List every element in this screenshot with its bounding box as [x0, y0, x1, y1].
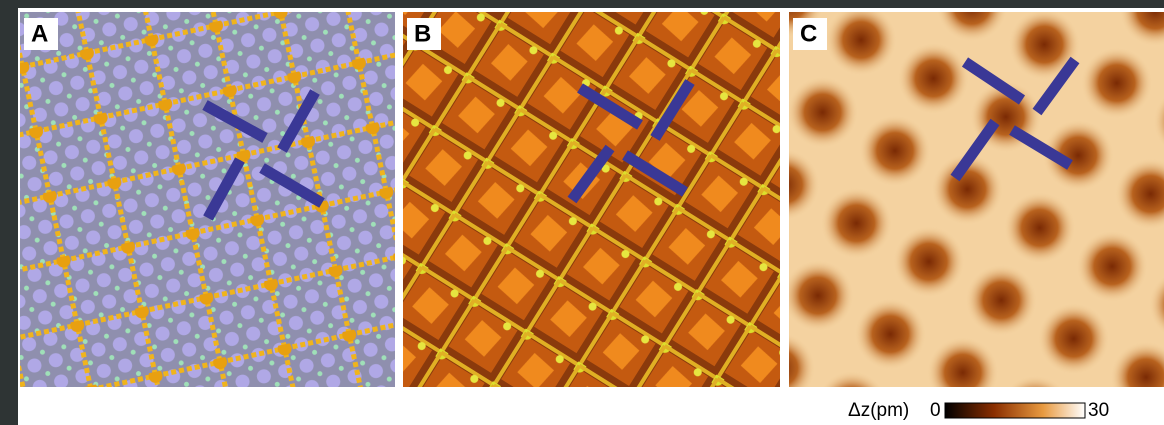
colorbar-label: Δz(pm) [848, 400, 909, 421]
panel-image [403, 12, 780, 387]
panel-label: B [414, 20, 431, 47]
colorbar-max: 30 [1088, 400, 1109, 421]
page: A B C Δz(pm) 0 30 (() => { const data = … [0, 0, 1164, 425]
colorbar: Δz(pm) 0 30 [848, 400, 1109, 421]
colorbar-scale [945, 403, 1085, 418]
panel-a: A [20, 12, 395, 387]
panel-overlay [20, 12, 395, 387]
panel-label: C [800, 20, 817, 47]
figure: A B C Δz(pm) 0 30 [0, 0, 1164, 425]
panel-label: A [31, 20, 48, 47]
panel-b: B [403, 12, 780, 387]
colorbar-min: 0 [930, 400, 941, 421]
panel-c: C [789, 12, 1164, 387]
